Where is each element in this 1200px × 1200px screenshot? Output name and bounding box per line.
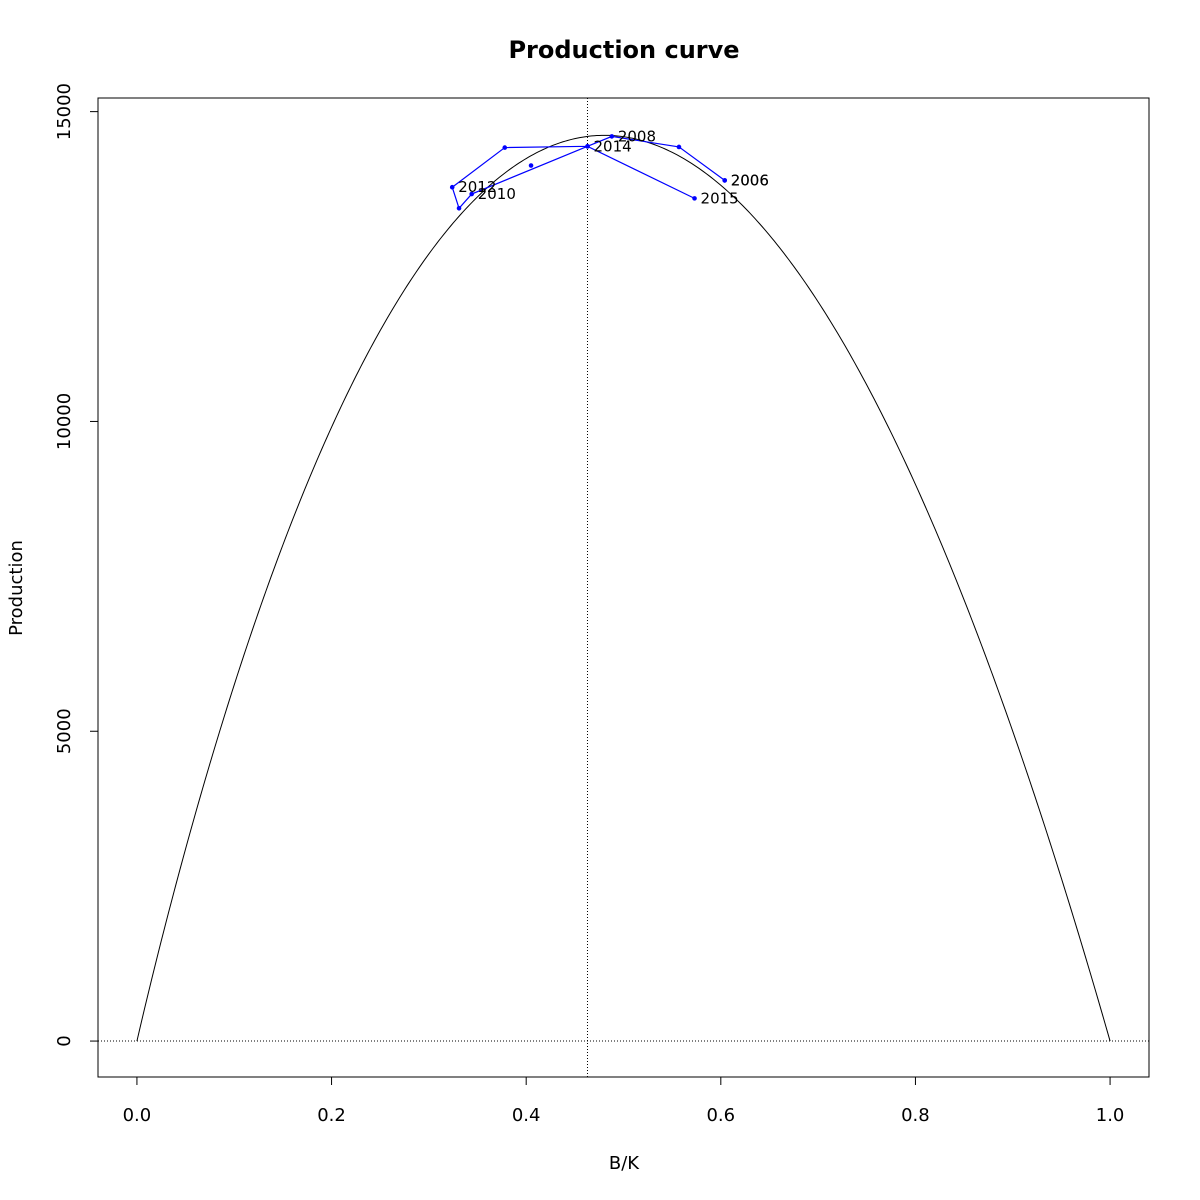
x-axis: 0.0 0.2 0.4 0.6 0.8 1.0 bbox=[123, 1076, 1125, 1126]
x-axis-label: B/K bbox=[609, 1153, 640, 1174]
y-tick-label: 0 bbox=[54, 1035, 75, 1046]
year-label: 2010 bbox=[478, 185, 516, 203]
series-point bbox=[676, 144, 682, 150]
series-point bbox=[502, 145, 508, 150]
series-point bbox=[469, 191, 474, 197]
x-tick-label: 1.0 bbox=[1096, 1105, 1125, 1126]
year-label: 2006 bbox=[731, 171, 769, 189]
x-tick-label: 0.0 bbox=[123, 1105, 152, 1126]
y-tick-label: 5000 bbox=[54, 708, 75, 754]
x-tick-label: 0.6 bbox=[706, 1105, 735, 1126]
year-label: 2014 bbox=[593, 137, 631, 155]
year-label: 2012 bbox=[458, 178, 496, 196]
y-tick-label: 15000 bbox=[54, 83, 75, 140]
series-point bbox=[585, 144, 590, 149]
chart-title: Production curve bbox=[508, 36, 739, 64]
series-point bbox=[456, 205, 462, 211]
x-tick-label: 0.2 bbox=[317, 1105, 346, 1126]
plot-frame bbox=[97, 97, 1150, 1078]
y-axis-label: Production bbox=[6, 540, 27, 636]
y-tick-label: 10000 bbox=[54, 393, 75, 450]
series-point bbox=[609, 134, 615, 139]
series-point bbox=[528, 163, 534, 168]
series-point bbox=[692, 196, 697, 201]
reference-lines bbox=[98, 98, 1149, 1077]
x-tick-label: 0.4 bbox=[512, 1105, 541, 1126]
x-tick-label: 0.8 bbox=[901, 1105, 930, 1126]
year-label: 2006 bbox=[731, 171, 769, 189]
series-line bbox=[451, 135, 726, 210]
year-label: 2008 bbox=[618, 127, 656, 145]
y-axis: 0 5000 10000 15000 bbox=[54, 83, 99, 1047]
series-point bbox=[449, 184, 455, 190]
series-point bbox=[722, 178, 728, 183]
year-label: 2015 bbox=[701, 189, 739, 207]
production-curve bbox=[136, 134, 1111, 1042]
